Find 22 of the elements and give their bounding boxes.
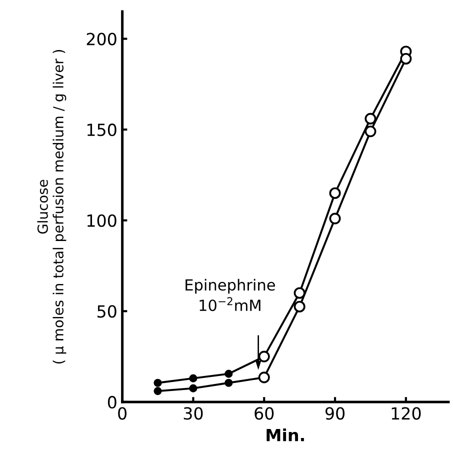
x-tick-label: 60 (254, 407, 274, 420)
point (364, 126, 376, 138)
y-tick-label: 200 (86, 32, 116, 46)
x-tick-label: 90 (325, 407, 345, 420)
point (364, 112, 376, 124)
y-axis-title: Glucose ( μ moles in total perfusion medium / g liver ) (37, 50, 66, 364)
x-tick-label: 30 (184, 407, 203, 420)
annotation: Epinephrine 10$^{−2}$mM (186, 278, 275, 312)
point (329, 212, 341, 224)
point (258, 372, 270, 384)
point (258, 350, 270, 362)
point (294, 287, 306, 299)
x-tick-label: 120 (392, 407, 421, 420)
x-axis-title: Min. (266, 428, 304, 442)
point (329, 187, 341, 199)
y-tick-label: 0 (108, 396, 116, 409)
y-tick-label: 50 (98, 305, 116, 318)
y-tick-label: 100 (87, 214, 116, 227)
point (294, 300, 306, 312)
point (400, 52, 412, 65)
y-tick-label: 150 (87, 124, 116, 136)
x-tick-label: 0 (118, 407, 127, 420)
